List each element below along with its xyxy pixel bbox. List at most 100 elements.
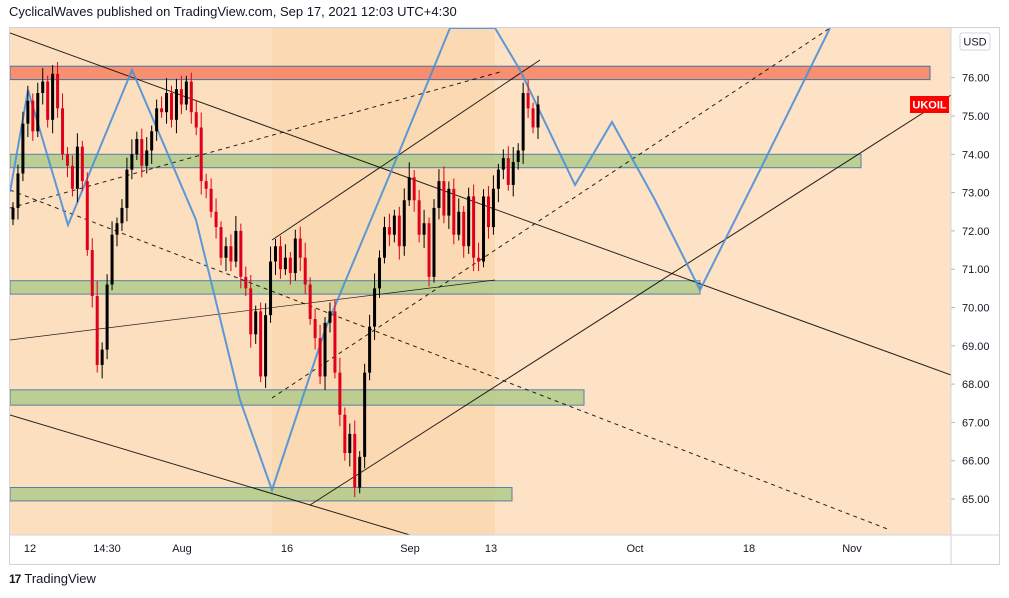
symbol-price-label-box (910, 96, 949, 113)
candle (432, 199, 436, 283)
candle-body (115, 223, 119, 235)
candle (447, 181, 451, 229)
x-tick-label: 12 (24, 543, 36, 555)
candle-body (387, 227, 391, 235)
candle (105, 274, 109, 360)
candle (65, 147, 69, 178)
candle (363, 363, 367, 469)
candle (338, 357, 342, 427)
candle (61, 93, 65, 161)
candle (373, 273, 377, 341)
candle (506, 146, 510, 191)
candle-body (288, 257, 292, 274)
candle (462, 206, 466, 258)
candle (407, 162, 411, 207)
candle-body (65, 154, 69, 166)
candle-body (140, 138, 144, 166)
candle-body (244, 276, 248, 289)
candle-body (482, 196, 486, 262)
candle-body (120, 207, 124, 224)
y-tick-label: 71.00 (962, 264, 990, 276)
candle-body (308, 284, 312, 319)
y-tick-label: 66.00 (962, 456, 990, 468)
resistance-zone (10, 65, 931, 81)
candle (85, 172, 89, 256)
x-tick-label: 16 (281, 543, 293, 555)
candle (397, 206, 401, 260)
x-tick-label: Oct (626, 543, 643, 555)
candle-body (382, 227, 386, 258)
candle (75, 133, 79, 203)
candle (521, 82, 525, 164)
candle-body (467, 196, 471, 247)
y-tick-label: 68.00 (962, 379, 990, 391)
candle-body (224, 246, 228, 258)
y-tick-label: 74.00 (962, 149, 990, 161)
candle-body (283, 257, 287, 270)
candle-body (204, 181, 208, 189)
candle-body (41, 81, 45, 94)
candle-body (165, 93, 169, 113)
candle-body (338, 372, 342, 415)
support-zone (10, 389, 585, 406)
candle (90, 238, 94, 308)
candle (135, 131, 139, 161)
candle (16, 164, 20, 220)
candle-body (11, 207, 15, 220)
candle-body (254, 311, 258, 335)
x-tick-label: Sep (400, 543, 420, 555)
candle (56, 61, 60, 118)
candle (303, 242, 307, 295)
candle-body (417, 200, 421, 235)
candle (95, 281, 99, 373)
candle-body (125, 169, 129, 208)
candle (496, 163, 500, 203)
candle (160, 96, 164, 118)
candle (184, 75, 188, 111)
price-chart[interactable]: 76.00 75.00 74.00 73.00 72.00 71.00 70.00 69.00… (0, 0, 1009, 570)
x-tick-label: 13 (485, 543, 497, 555)
candle-body (21, 123, 25, 174)
candle (308, 277, 312, 325)
candle (392, 209, 396, 243)
candle (472, 184, 476, 272)
candle (387, 213, 391, 247)
candle (11, 202, 15, 226)
tradingview-footer[interactable]: 17 TradingView (9, 571, 96, 586)
candle-body (303, 257, 307, 285)
candle-body (278, 246, 282, 270)
candle-body (407, 177, 411, 201)
candle-body (521, 93, 525, 151)
candle-body (100, 349, 104, 365)
candle (254, 305, 258, 344)
trend-line (10, 279, 496, 341)
candle (179, 75, 183, 115)
candle-body (174, 89, 178, 120)
candle-body (536, 104, 540, 128)
candle-body (75, 146, 79, 189)
candle-body (491, 188, 495, 228)
candle (348, 423, 352, 467)
y-tick-label: 73.00 (962, 188, 990, 200)
candle-body (333, 311, 337, 373)
candle (536, 95, 540, 139)
candle (293, 229, 297, 281)
candle-body (239, 230, 243, 277)
y-tick-label: 69.00 (962, 341, 990, 353)
dashed-trend-line (10, 189, 891, 531)
chart-frame[interactable] (9, 27, 1000, 565)
candle-body (462, 211, 466, 247)
candle-body (194, 112, 198, 128)
candle-body (219, 227, 223, 258)
candle (244, 266, 248, 297)
candle-body (437, 181, 441, 208)
candle (313, 308, 317, 350)
candle (219, 221, 223, 266)
tradingview-logo-icon: 17 (9, 571, 21, 586)
currency-badge-box (959, 32, 991, 51)
publish-header: CyclicalWaves published on TradingView.c… (9, 4, 457, 19)
candle-body (402, 200, 406, 247)
candle-body (298, 238, 302, 258)
candle (259, 302, 263, 383)
candle (229, 234, 233, 272)
